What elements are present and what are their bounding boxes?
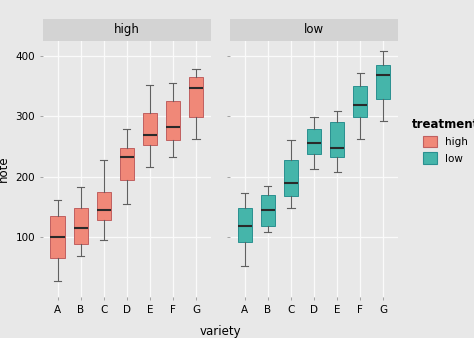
Y-axis label: note: note xyxy=(0,156,10,182)
Legend: high, low: high, low xyxy=(412,118,474,164)
PathPatch shape xyxy=(307,129,321,153)
PathPatch shape xyxy=(97,192,111,220)
PathPatch shape xyxy=(238,208,252,242)
PathPatch shape xyxy=(353,86,367,117)
Text: low: low xyxy=(304,23,324,36)
PathPatch shape xyxy=(119,148,134,179)
PathPatch shape xyxy=(189,77,203,117)
PathPatch shape xyxy=(284,160,298,196)
Text: high: high xyxy=(114,23,140,36)
PathPatch shape xyxy=(51,216,65,258)
PathPatch shape xyxy=(376,65,390,99)
PathPatch shape xyxy=(166,101,180,140)
PathPatch shape xyxy=(73,208,88,244)
Text: variety: variety xyxy=(200,324,241,338)
PathPatch shape xyxy=(261,195,275,226)
PathPatch shape xyxy=(143,113,157,145)
PathPatch shape xyxy=(330,122,344,157)
